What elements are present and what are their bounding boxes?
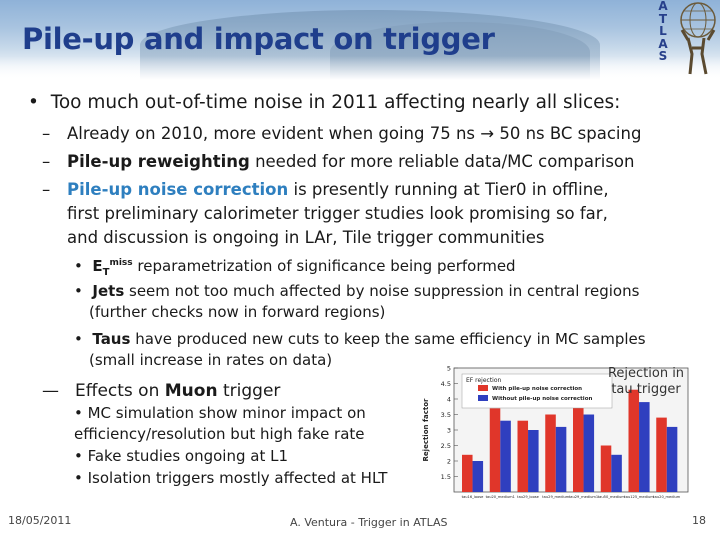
atlas-letter: L xyxy=(659,24,667,38)
jets-text: seem not too much affected by noise supp… xyxy=(124,282,640,300)
muon-item-3: • Isolation triggers mostly affected at … xyxy=(74,469,388,487)
taus-item: • Taus have produced new cuts to keep th… xyxy=(74,330,646,348)
muon-bold: Muon xyxy=(164,381,218,401)
etmiss-text: reparametrization of significance being … xyxy=(132,257,516,275)
y-tick-label: 3.5 xyxy=(441,411,451,419)
x-tick-label: tau20_medium xyxy=(653,495,681,499)
bullet-dot: • xyxy=(28,92,51,113)
etmiss-subscript: T xyxy=(102,267,110,278)
bar-with-correction xyxy=(628,389,640,492)
bar-with-correction xyxy=(600,445,612,492)
slide-title: Pile-up and impact on trigger xyxy=(22,22,495,56)
header-banner: Pile-up and impact on trigger A T L A S xyxy=(0,0,720,80)
legend-swatch xyxy=(478,385,488,391)
bar-with-correction xyxy=(517,420,529,492)
muon-item-1-cont: efficiency/resolution but high fake rate xyxy=(74,425,365,443)
sub-bullet-1-text: Already on 2010, more evident when going… xyxy=(67,124,642,143)
etmiss-symbol: E xyxy=(92,257,103,275)
main-bullet-text: Too much out-of-time noise in 2011 affec… xyxy=(50,92,621,113)
pileup-noise-correction-highlight: Pile-up noise correction xyxy=(67,180,289,199)
taus-item-cont: (small increase in rates on data) xyxy=(89,351,333,369)
x-tick-label: tau29_loose xyxy=(517,495,540,499)
y-tick-label: 5 xyxy=(447,365,451,373)
y-tick-label: 1.5 xyxy=(441,473,451,481)
bar-with-correction xyxy=(489,408,501,492)
jets-item: • Jets seem not too much affected by noi… xyxy=(74,282,640,300)
y-tick-label: 2 xyxy=(447,458,451,466)
etmiss-item: • ETmiss reparametrization of significan… xyxy=(74,257,516,278)
muon-post: trigger xyxy=(217,381,281,401)
bar-with-correction xyxy=(545,414,556,492)
atlas-wordmark: A T L A S xyxy=(653,0,673,63)
x-tick-label: tau125_medium xyxy=(624,495,654,499)
bar-without-correction xyxy=(639,402,650,492)
bar-without-correction xyxy=(500,420,511,492)
muon-item-2: • Fake studies ongoing at L1 xyxy=(74,447,288,465)
main-bullet: • Too much out-of-time noise in 2011 aff… xyxy=(28,92,620,113)
sub-bullet-3-line-3: and discussion is ongoing in LAr, Tile t… xyxy=(67,228,545,247)
background-fade xyxy=(0,56,720,80)
y-tick-label: 3 xyxy=(447,427,451,435)
sub-bullet-3-line-2: first preliminary calorimeter trigger st… xyxy=(67,204,608,223)
jets-bold: Jets xyxy=(92,282,125,300)
sub-bullet-1: – Already on 2010, more evident when goin… xyxy=(42,124,642,143)
legend-entry: With pile-up noise correction xyxy=(492,386,582,392)
footer-title: A. Ventura - Trigger in ATLAS xyxy=(290,516,448,529)
x-tick-label: tau29_medium xyxy=(542,495,570,499)
x-tick-label: tau29_medium1 xyxy=(569,495,598,499)
x-tick-label: tau20_medium1 xyxy=(486,495,515,499)
y-tick-label: 2.5 xyxy=(441,442,451,450)
sub-bullet-4: — Effects on Muon trigger xyxy=(42,381,281,401)
bar-without-correction xyxy=(666,426,678,492)
sub-bullet-3-text: is presently running at Tier0 in offline… xyxy=(288,180,609,199)
taus-text: have produced new cuts to keep the same … xyxy=(130,330,646,348)
chart-caption: Rejection in tau trigger xyxy=(607,366,685,397)
jets-item-cont: (further checks now in forward regions) xyxy=(89,303,386,321)
bar-with-correction xyxy=(656,417,667,492)
y-tick-label: 4 xyxy=(447,396,451,404)
atlas-letter: A xyxy=(658,36,668,51)
legend-swatch xyxy=(478,395,488,401)
tau-rejection-chart: Rejection factor 5 4.5 4 3.5 3 2.5 2 1.5 tau16_lo… xyxy=(422,365,689,499)
x-tick-label: tau16_loose xyxy=(462,495,485,499)
sub-bullet-2: – Pile-up reweighting needed for more rel… xyxy=(42,152,635,171)
atlas-globe-logo-icon xyxy=(680,2,716,75)
bar-without-correction xyxy=(528,430,539,492)
atlas-letter: A xyxy=(658,0,668,13)
legend-entry: Without pile-up noise correction xyxy=(492,396,592,402)
page-number: 18 xyxy=(692,514,706,527)
taus-bold: Taus xyxy=(92,330,131,348)
y-tick-label: 4.5 xyxy=(441,380,451,388)
pileup-reweighting-bold: Pile-up reweighting xyxy=(67,152,250,171)
muon-item-1: • MC simulation show minor impact on xyxy=(74,404,366,422)
chart-title: EF rejection xyxy=(466,377,502,384)
bar-with-correction xyxy=(462,454,473,492)
x-tick-label: tau50_medium xyxy=(598,495,626,499)
atlas-letter: T xyxy=(658,11,668,26)
bar-without-correction xyxy=(611,454,622,492)
bar-without-correction xyxy=(472,461,484,492)
muon-pre: Effects on xyxy=(75,381,165,401)
bar-without-correction xyxy=(583,414,595,492)
bar-without-correction xyxy=(555,426,567,492)
y-axis-label: Rejection factor xyxy=(422,398,430,461)
etmiss-superscript: miss xyxy=(109,258,133,268)
atlas-letter: S xyxy=(658,49,668,63)
footer-date: 18/05/2011 xyxy=(8,514,72,527)
sub-bullet-3: – Pile-up noise correction is presently r… xyxy=(42,180,609,199)
bar-with-correction xyxy=(573,402,584,492)
sub-bullet-2-text: needed for more reliable data/MC compari… xyxy=(249,152,635,171)
